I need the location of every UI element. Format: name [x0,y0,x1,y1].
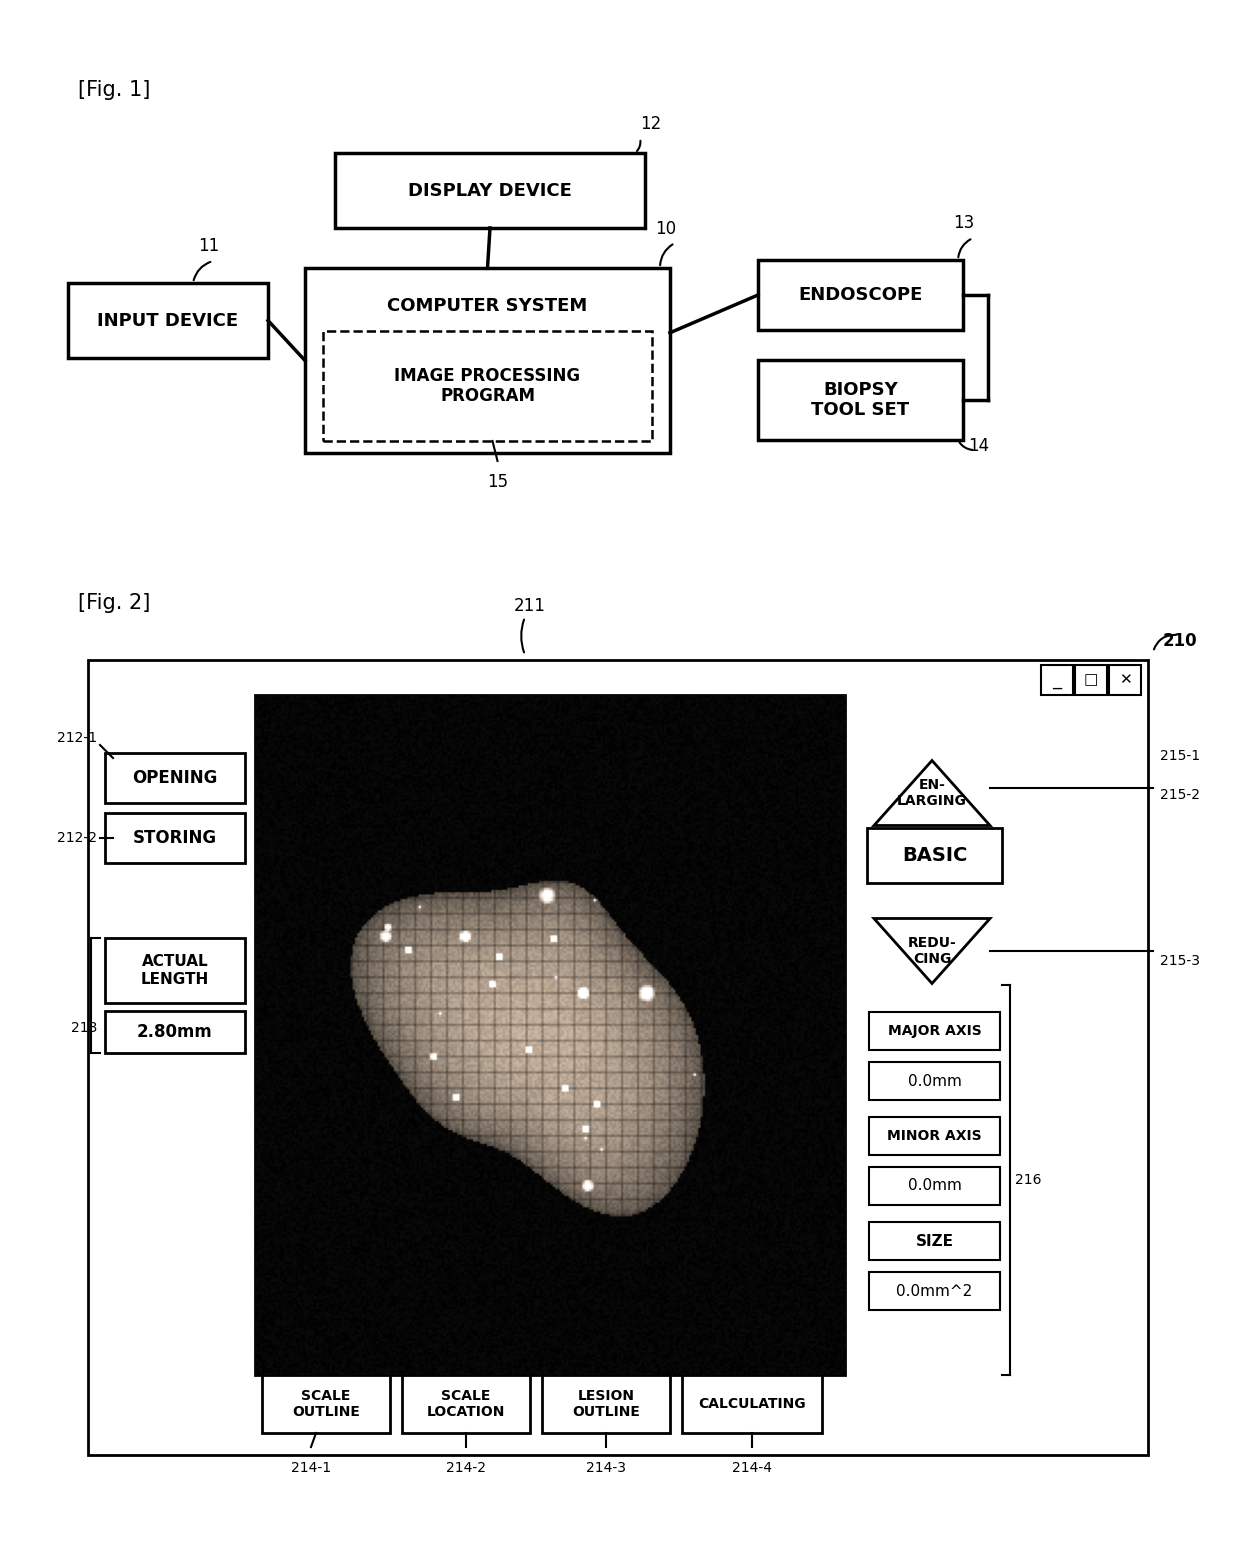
Text: SCALE
OUTLINE: SCALE OUTLINE [293,1389,360,1420]
Text: MINOR AXIS: MINOR AXIS [887,1128,982,1142]
Text: 11: 11 [198,237,219,255]
Text: 0.0mm: 0.0mm [908,1178,961,1194]
Text: OPENING: OPENING [133,769,218,786]
Text: SCALE
LOCATION: SCALE LOCATION [427,1389,505,1420]
Text: REDU-
CING: REDU- CING [908,937,956,966]
Text: [Fig. 1]: [Fig. 1] [78,80,150,101]
Text: 12: 12 [640,115,661,133]
Text: _: _ [1053,670,1061,689]
Bar [758,260,963,330]
Text: 0.0mm: 0.0mm [908,1073,961,1088]
Text: 210: 210 [1163,632,1198,650]
Bar [402,1375,529,1433]
Text: DISPLAY DEVICE: DISPLAY DEVICE [408,181,572,200]
Text: STORING: STORING [133,830,217,847]
Bar [869,1272,999,1310]
Bar [758,361,963,440]
Text: 214-3: 214-3 [587,1461,626,1475]
Text: 212-1: 212-1 [57,731,97,745]
Text: LESION
OUTLINE: LESION OUTLINE [572,1389,640,1420]
Text: 14: 14 [968,437,990,455]
Bar [105,752,246,803]
Text: EN-
LARGING: EN- LARGING [897,779,967,808]
Bar [322,331,652,441]
Bar [255,695,844,1375]
Text: COMPUTER SYSTEM: COMPUTER SYSTEM [387,297,588,314]
Text: 216: 216 [1016,1173,1042,1187]
Bar [68,283,268,358]
Text: 13: 13 [954,214,975,232]
Text: 215-3: 215-3 [1159,954,1200,968]
Bar [869,1118,999,1155]
Text: MAJOR AXIS: MAJOR AXIS [888,1023,981,1039]
Bar [105,813,246,862]
Bar [105,938,246,1003]
Bar [682,1375,822,1433]
Bar [105,1011,246,1053]
Bar [1109,666,1141,695]
Bar [869,1221,999,1260]
Text: [Fig. 2]: [Fig. 2] [78,593,150,613]
Bar [869,1012,999,1050]
Text: 211: 211 [515,598,546,615]
Text: INPUT DEVICE: INPUT DEVICE [98,311,238,330]
Text: ACTUAL
LENGTH: ACTUAL LENGTH [141,954,210,986]
Text: 212-2: 212-2 [57,831,97,845]
Text: SIZE: SIZE [915,1234,954,1249]
Bar [335,153,645,228]
Text: BIOPSY
TOOL SET: BIOPSY TOOL SET [811,381,910,420]
Text: 214-1: 214-1 [291,1461,331,1475]
Bar [867,828,1002,882]
Text: □: □ [1084,672,1099,687]
Text: 215-1: 215-1 [1159,749,1200,763]
Bar [869,1167,999,1204]
Text: 214-4: 214-4 [732,1461,773,1475]
Text: ✕: ✕ [1118,672,1131,687]
Text: IMAGE PROCESSING
PROGRAM: IMAGE PROCESSING PROGRAM [394,367,580,406]
Text: CALCULATING: CALCULATING [698,1396,806,1410]
Text: 10: 10 [655,220,676,238]
Bar [869,1062,999,1101]
Text: 2.80mm: 2.80mm [138,1023,213,1040]
Text: BASIC: BASIC [901,847,967,865]
Bar [88,659,1148,1455]
Text: 214-2: 214-2 [446,1461,486,1475]
Bar [262,1375,391,1433]
Text: 0.0mm^2: 0.0mm^2 [897,1283,972,1299]
Text: 213: 213 [71,1022,97,1036]
Text: 15: 15 [487,474,508,491]
Bar [305,268,670,454]
Bar [542,1375,670,1433]
Text: ENDOSCOPE: ENDOSCOPE [799,286,923,303]
Bar [1042,666,1073,695]
Bar [1075,666,1107,695]
Text: 215-2: 215-2 [1159,788,1200,802]
